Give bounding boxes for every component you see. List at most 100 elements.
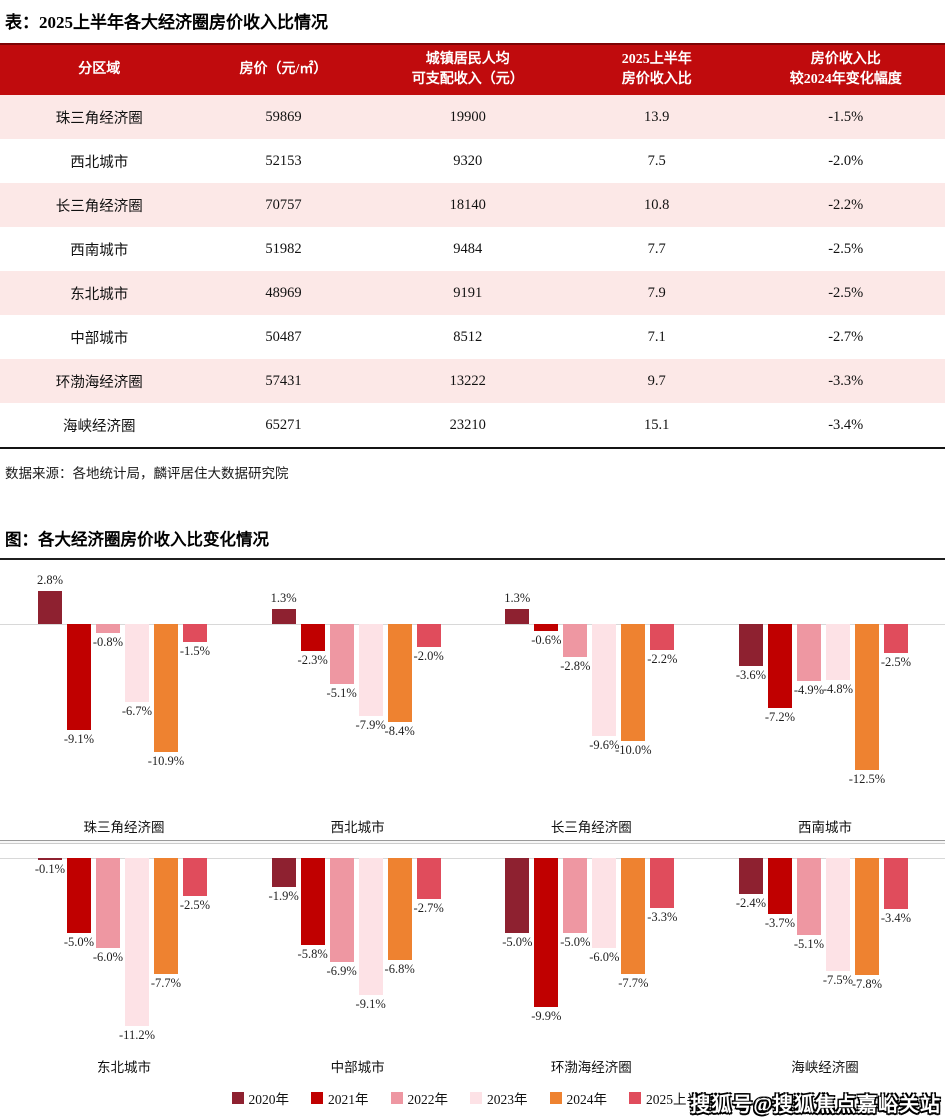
bar-group-西北城市: 1.3% -2.3% -5.1% -7.9% -8.4% -2.0%	[271, 564, 444, 816]
legend-swatch	[231, 1092, 244, 1104]
table-cell: 8512	[453, 328, 483, 345]
table-cell: -2.5%	[828, 284, 864, 301]
bar-value-label: -12.5%	[848, 772, 886, 787]
bar-value-label: 2.8%	[36, 573, 64, 588]
legend-item-2020年: 2020年	[231, 1088, 289, 1108]
bar-2023年	[825, 858, 850, 971]
bar-value-label: -9.9%	[531, 1008, 562, 1023]
bar-value-label: -6.0%	[589, 950, 620, 964]
table-cell: 海峡经济圈	[62, 418, 136, 435]
bar-value-label: -9.1%	[355, 996, 386, 1011]
bar-group-东北城市: -0.1% -5.0% -6.0% -11.2% -7.7% -2.5%	[35, 844, 210, 1056]
table-row: 长三角经济圈 70757 18140 10.8 -2.2%	[0, 183, 945, 227]
category-label: 珠三角经济圈	[83, 820, 165, 835]
bar-2023年	[825, 624, 850, 681]
bar-value-label: -6.0%	[92, 950, 124, 964]
bar-group-环渤海经济圈: -5.0% -9.9% -5.0% -6.0% -7.7% -3.3%	[502, 844, 677, 1056]
bar-2024年	[387, 624, 412, 723]
bar-2021年	[67, 858, 91, 933]
chart-groups-bottom: -0.1% -5.0% -6.0% -11.2% -7.7% -2.5% -1.9% -5.8…	[35, 844, 911, 1056]
bar-2021年	[534, 624, 559, 632]
table-cell: 环渤海经济圈	[55, 374, 143, 391]
bar-value-label: -9.6%	[589, 738, 620, 753]
table-cell: 9191	[453, 284, 483, 301]
table-title: 表：2025上半年各大经济圈房价收入比情况	[5, 13, 328, 32]
chart-title: 图：各大经济圈房价收入比变化情况	[5, 530, 269, 549]
bar-value-label: -0.1%	[34, 861, 66, 876]
bar-value-label: -10.9%	[147, 753, 185, 768]
table-cell: 7.5	[647, 152, 666, 169]
bar-2025上半年	[650, 624, 675, 650]
bar-value-label: -8.4%	[384, 724, 415, 739]
table-cell: -2.5%	[828, 240, 864, 257]
table-cell: 9484	[453, 240, 483, 257]
legend-label: 2022年	[407, 1092, 449, 1107]
bar-2020年	[505, 608, 530, 624]
bar-value-label: -4.8%	[822, 682, 854, 697]
bar-2021年	[767, 624, 792, 709]
legend-swatch	[629, 1092, 641, 1104]
bar-value-label: -11.2%	[119, 1028, 155, 1042]
bar-2020年	[738, 624, 763, 667]
bar-value-label: -3.6%	[735, 668, 767, 683]
table-cell: 70757	[265, 196, 302, 213]
legend-item-2024年: 2024年	[549, 1088, 608, 1108]
bar-2022年	[796, 858, 821, 935]
bar-value-label: -7.2%	[764, 710, 796, 725]
table-cell: 西南城市	[70, 242, 129, 259]
bar-group-中部城市: -1.9% -5.8% -6.9% -9.1% -6.8% -2.7%	[269, 844, 444, 1056]
table-cell: 中部城市	[70, 330, 129, 347]
bar-2023年	[358, 624, 383, 717]
bar-value-label: -5.1%	[326, 685, 357, 700]
table-row: 西南城市 51982 9484 7.7 -2.5%	[0, 227, 945, 271]
bar-value-label: -2.5%	[880, 655, 912, 670]
bar-value-label: -2.3%	[297, 652, 328, 667]
category-label: 中部城市	[330, 1060, 385, 1075]
legend-item-2021年: 2021年	[311, 1088, 369, 1108]
table-cell: 50487	[265, 328, 302, 345]
price-income-table: 分区域 房价（元/㎡） 城镇居民人均 可支配收入（元） 2025上半年 房价收入比 房价…	[0, 43, 945, 449]
chart-title-rule	[0, 558, 945, 560]
bar-value-label: -7.7%	[150, 975, 182, 990]
bar-value-label: -0.6%	[531, 633, 562, 648]
bar-2022年	[329, 858, 354, 962]
bar-value-label: -7.5%	[822, 972, 854, 987]
bar-value-label: -0.8%	[92, 635, 124, 650]
bar-2021年	[767, 858, 792, 914]
bar-2022年	[796, 624, 821, 682]
bar-2023年	[592, 858, 617, 948]
legend-label: 2023年	[487, 1092, 528, 1107]
table-row: 西北城市 52153 9320 7.5 -2.0%	[0, 139, 945, 183]
bar-value-label: -6.7%	[121, 704, 153, 719]
bar-value-label: -2.5%	[179, 897, 211, 912]
bar-value-label: -10.0%	[615, 743, 652, 757]
bar-value-label: -2.2%	[647, 651, 678, 666]
bar-2020年	[505, 858, 530, 933]
bar-2023年	[125, 624, 149, 703]
legend-label: 2024年	[566, 1092, 608, 1107]
table-cell: 48969	[265, 284, 302, 301]
bar-2020年	[271, 608, 296, 624]
table-cell: 9320	[453, 152, 483, 169]
zero-line-top	[0, 624, 945, 625]
bar-2024年	[854, 858, 879, 975]
bar-value-label: 1.3%	[270, 590, 297, 605]
table-cell: 18140	[449, 196, 486, 213]
table-cell: 65271	[265, 416, 302, 433]
table-column-header-1: 房价（元/㎡）	[239, 61, 328, 77]
table-cell: 57431	[265, 372, 302, 389]
bar-group-海峡经济圈: -2.4% -3.7% -5.1% -7.5% -7.8% -3.4%	[736, 844, 911, 1056]
chart-legend: 2020年 2021年 2022年 2023年 2024年 2025上半年	[0, 1088, 945, 1108]
bar-2024年	[387, 858, 412, 960]
bar-2025上半年	[183, 624, 207, 642]
bar-2025上半年	[883, 858, 908, 909]
table-cell: 13222	[449, 372, 486, 389]
chart-groups-top: 2.8% -9.1% -0.8% -6.7% -10.9% -1.5% 1.3% -2.3% -…	[37, 564, 911, 816]
bar-value-label: -1.5%	[179, 643, 211, 658]
category-label: 长三角经济圈	[550, 820, 632, 835]
bar-2020年	[38, 591, 62, 624]
table-cell: 51982	[265, 240, 302, 257]
bar-2021年	[534, 858, 559, 1007]
bar-2025上半年	[883, 624, 908, 654]
bar-value-label: -6.8%	[384, 962, 415, 976]
